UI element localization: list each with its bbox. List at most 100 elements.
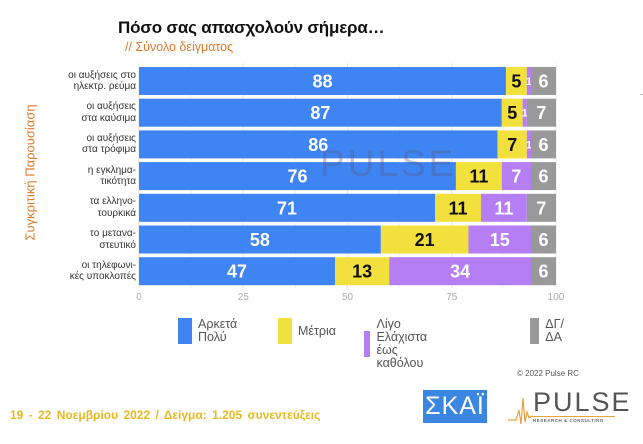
category-label-line: στευτικό [99,239,136,251]
pulse-logo-word: PULSE [533,387,632,417]
legend-swatch [530,318,540,344]
legend-item: ΔΓ/ΔΑ [530,318,569,344]
bar-segment [501,162,531,191]
category-label-line: οι αυξήσεις [86,101,136,113]
pulse-logo: PULSE RESEARCH & CONSULTING [508,387,630,426]
data-label: 11 [448,198,467,218]
category-label-line: στα τρόφιμα [82,144,136,156]
pulse-watermark: PULSE [320,143,457,184]
category-label-line: το μετανα- [89,228,136,239]
bar-segment [139,67,506,95]
data-label: 34 [450,262,470,282]
bar-segment [380,225,469,254]
data-label: 1 [526,76,532,88]
bar-segment [468,225,531,254]
side-mark [640,94,643,95]
pulse-logo-rule [530,416,615,417]
legend-item: Λίγο Ελάχιστα έως καθόλου [364,318,435,370]
data-label: 21 [415,230,435,250]
bar-segment [530,130,556,159]
bar-segment [522,98,527,127]
data-label: 86 [308,135,328,155]
legend-swatch [364,331,371,357]
bar-segment [497,130,527,159]
category-label: οι αυξήσεις στα καύσιμα [40,101,136,124]
bar-segment [435,193,481,222]
bar-segment [526,98,556,127]
x-tick-label: 0 [136,292,142,303]
legend-swatch [178,318,192,344]
data-label: 88 [312,72,332,92]
data-label: 15 [490,230,510,250]
bar-segment [139,257,335,286]
data-label: 47 [227,262,247,282]
data-label: 13 [352,262,372,282]
data-label: 7 [536,198,546,218]
bar-segment [139,130,498,159]
x-tick-label: 100 [548,292,565,303]
bar-segment [139,162,456,191]
x-tick-label: 25 [238,292,250,303]
category-label-line: ηλεκτρ. ρεύμα [73,81,136,92]
chart-subtitle: // Σύνολο δείγματος [125,40,234,54]
category-label: τα ελληνο-τουρκικά [40,196,136,219]
legend-item: Μέτρια [278,318,336,344]
data-label: 11 [469,167,488,187]
data-label: 87 [310,103,330,123]
data-label: 6 [538,262,548,282]
legend-item: Αρκετά Πολύ [178,318,237,344]
bar-segment [530,257,556,286]
skai-logo: ΣΚΑΪ [423,390,487,423]
category-label: η εγκλημα-τικότητα [40,165,136,188]
survey-info: 19 - 22 Νοεμβρίου 2022 / Δείγμα: 1.205 σ… [10,408,321,422]
data-label: 6 [538,72,548,92]
bar-segment [389,257,531,286]
legend-label: Αρκετά Πολύ [198,317,238,344]
data-label: 1 [522,108,528,120]
category-label: οι τηλεφωνι-κές υποκλοπές [40,260,136,283]
data-label: 11 [494,198,513,218]
pulse-logo-subtitle: RESEARCH & CONSULTING [533,418,604,423]
legend-label: Λίγο Ελάχιστα έως καθόλου [376,317,428,370]
data-label: 5 [511,72,521,92]
legend-label: ΔΓ/ΔΑ [545,317,564,344]
bar-segment [526,67,531,95]
bar-segment [139,193,436,222]
data-label: 6 [538,167,548,187]
x-tick-label: 75 [446,292,458,303]
category-label-line: οι αυξήσεις στο [68,69,136,81]
bar-segment [526,193,556,222]
bar-segment [526,130,531,159]
category-label-line: οι τηλεφωνι- [81,259,136,271]
pulse-wave-icon [508,397,533,425]
data-label: 6 [538,135,548,155]
bar-segment [505,67,527,95]
category-label-line: κές υποκλοπές [69,271,136,283]
data-label: 5 [507,103,517,123]
category-label-line: τικότητα [100,176,136,188]
data-label: 71 [277,198,297,218]
category-label-line: τα ελληνο- [89,196,136,208]
bar-segment [139,225,381,254]
chart-title: Πόσο σας απασχολούν σήμερα… [118,18,385,37]
category-label: το μετανα-στευτικό [40,228,136,251]
x-tick-label: 50 [342,292,354,303]
data-label: 7 [536,103,546,123]
bar-segment [455,162,502,191]
data-label: 76 [287,167,307,187]
copyright-text: © 2022 Pulse RC [517,369,579,378]
category-label: οι αυξήσεις στο ηλεκτρ. ρεύμα [40,70,136,93]
bar-segment [501,98,523,127]
legend-swatch [278,318,292,344]
category-label-line: η εγκλημα- [87,164,136,176]
category-label-line: στα καύσιμα [81,112,136,124]
category-label: οι αυξήσεις στα τρόφιμα [40,133,136,156]
category-label-line: τουρκικά [97,207,136,219]
data-label: 7 [511,167,521,187]
legend-label: Μέτρια [298,323,337,338]
bar-segment [480,193,527,222]
category-label-line: οι αυξήσεις [86,132,136,144]
bar-segment [530,162,556,191]
data-label: 7 [507,135,517,155]
